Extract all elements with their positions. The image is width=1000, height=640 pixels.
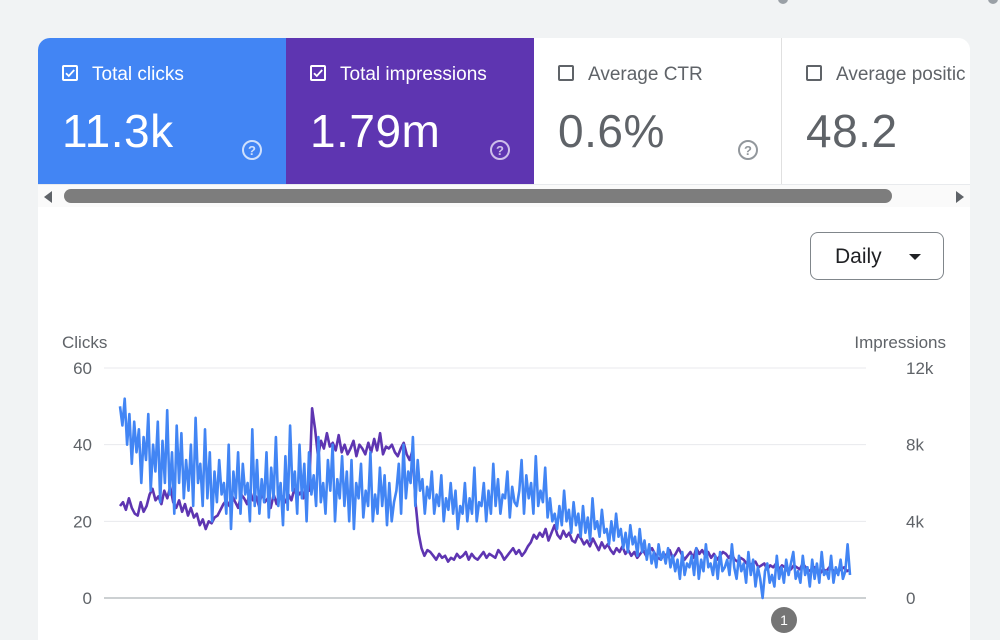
right-tick-label: 12k — [906, 359, 934, 378]
metric-card-total-impressions[interactable]: Total impressions 1.79m ? — [286, 38, 534, 184]
help-icon[interactable]: ? — [490, 140, 510, 160]
right-tick-label: 8k — [906, 436, 924, 455]
horizontal-scrollbar[interactable] — [38, 184, 970, 207]
metric-card-total-clicks[interactable]: Total clicks 11.3k ? — [38, 38, 286, 184]
checkbox-checked-icon[interactable] — [62, 65, 78, 81]
metric-label: Average positic — [836, 64, 966, 85]
metric-tabs: Total clicks 11.3k ? Total impressions 1… — [38, 38, 970, 184]
interval-select[interactable]: Daily — [810, 232, 944, 280]
checkbox-unchecked-icon[interactable] — [806, 65, 822, 81]
clicks-series-line — [118, 397, 852, 600]
left-tick-label: 0 — [83, 589, 92, 608]
left-tick-label: 40 — [73, 436, 92, 455]
help-icon[interactable]: ? — [738, 140, 758, 160]
metric-card-average-position[interactable]: Average positic 48.2 — [782, 38, 970, 184]
left-axis-title: Clicks — [62, 333, 107, 352]
left-tick-label: 60 — [73, 359, 92, 378]
metric-value: 1.79m — [310, 105, 441, 157]
top-edge-dot — [778, 0, 788, 4]
metric-label: Total clicks — [92, 64, 184, 85]
metric-card-average-ctr[interactable]: Average CTR 0.6% ? — [534, 38, 782, 184]
scroll-right-icon[interactable] — [956, 191, 964, 203]
checkbox-unchecked-icon[interactable] — [558, 65, 574, 81]
interval-select-value: Daily — [835, 245, 882, 268]
scrollbar-thumb[interactable] — [64, 189, 892, 203]
top-edge-dot — [988, 0, 998, 4]
metric-value: 0.6% — [558, 105, 665, 157]
annotation-marker — [771, 607, 797, 633]
right-tick-label: 4k — [906, 512, 924, 531]
metric-label: Total impressions — [340, 64, 487, 85]
scroll-left-icon[interactable] — [44, 191, 52, 203]
left-tick-label: 20 — [73, 512, 92, 531]
checkbox-checked-icon[interactable] — [310, 65, 326, 81]
annotation-marker-label: 1 — [780, 612, 788, 628]
caret-down-icon — [909, 254, 921, 260]
metric-value: 48.2 — [806, 105, 898, 157]
right-tick-label: 0 — [906, 589, 915, 608]
help-icon[interactable]: ? — [242, 140, 262, 160]
top-edge-controls — [760, 0, 1000, 6]
right-axis-title: Impressions — [854, 333, 946, 352]
metric-label: Average CTR — [588, 64, 703, 85]
metric-value: 11.3k — [62, 105, 174, 157]
performance-card: Total clicks 11.3k ? Total impressions 1… — [38, 38, 970, 640]
performance-chart: Clicks Impressions 60 12k 40 8k 20 4k 0 0 1 — [62, 333, 946, 633]
